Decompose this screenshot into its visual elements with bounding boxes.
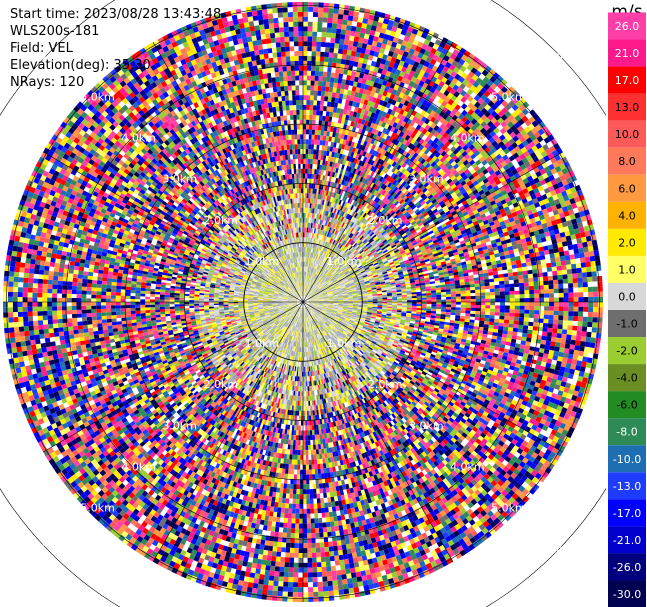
range-ring-label: 5.0km bbox=[80, 501, 115, 514]
range-ring-label: 6.0km bbox=[39, 543, 74, 556]
range-ring-label: 3.0km bbox=[162, 419, 197, 432]
colorbar-cell bbox=[608, 283, 646, 310]
colorbar-cell bbox=[608, 148, 646, 175]
range-ring-label: 6.0km bbox=[532, 49, 567, 62]
nrays-label: NRays: 120 bbox=[10, 74, 221, 91]
colorbar-tick-label: 26.0 bbox=[615, 20, 640, 33]
colorbar-tick-label: -4.0 bbox=[616, 372, 637, 385]
range-ring-label: 2.0km bbox=[204, 378, 239, 391]
colorbar-cell bbox=[608, 445, 646, 472]
colorbar-cell bbox=[608, 40, 646, 67]
colorbar-cell bbox=[608, 472, 646, 499]
range-ring-label: 3.0km bbox=[162, 173, 197, 186]
colorbar-tick-label: -10.0 bbox=[613, 453, 641, 466]
range-ring-label: 2.0km bbox=[368, 378, 403, 391]
colorbar-tick-label: -30.0 bbox=[613, 588, 641, 601]
range-ring-label: 6.0km bbox=[532, 543, 567, 556]
colorbar-cell bbox=[608, 67, 646, 94]
colorbar-tick-label: 10.0 bbox=[615, 128, 640, 141]
range-ring-label: 1.0km bbox=[245, 337, 280, 350]
start-time-label: Start time: 2023/08/28 13:43:48 bbox=[10, 6, 221, 23]
colorbar-tick-label: -1.0 bbox=[616, 318, 637, 331]
colorbar-tick-label: 8.0 bbox=[618, 155, 636, 168]
range-ring-label: 4.0km bbox=[450, 460, 485, 473]
colorbar-cell bbox=[608, 121, 646, 148]
colorbar-cell bbox=[608, 202, 646, 229]
range-ring-label: 5.0km bbox=[491, 91, 526, 104]
colorbar-cell bbox=[608, 229, 646, 256]
colorbar-tick-label: 1.0 bbox=[618, 263, 636, 276]
ppi-radar-plot: 1.0km 2.0km 3.0km 4.0km 5.0km 6.0km 1.0km 2.0km… bbox=[0, 0, 606, 607]
range-ring-label: 1.0km bbox=[245, 255, 280, 268]
colorbar-tick-label: 0.0 bbox=[618, 290, 636, 303]
range-ring-label: 2.0km bbox=[368, 214, 403, 227]
colorbar-tick-label: -21.0 bbox=[613, 534, 641, 547]
colorbar-tick-label: 17.0 bbox=[615, 74, 640, 87]
colorbar-cell bbox=[608, 175, 646, 202]
colorbar-tick-label: -13.0 bbox=[613, 480, 641, 493]
colorbar-cell bbox=[608, 418, 646, 445]
colorbar-tick-label: 2.0 bbox=[618, 236, 636, 249]
range-ring-label: 2.0km bbox=[204, 214, 239, 227]
range-ring-label: 1.0km bbox=[327, 255, 362, 268]
colorbar-cell bbox=[608, 364, 646, 391]
colorbar-cell bbox=[608, 94, 646, 121]
colorbar-cell bbox=[608, 526, 646, 553]
colorbar-cell bbox=[608, 499, 646, 526]
range-ring-label: 1.0km bbox=[327, 337, 362, 350]
colorbar-cell bbox=[608, 553, 646, 580]
colorbar-tick-label: -17.0 bbox=[613, 507, 641, 520]
colorbar-cell bbox=[608, 256, 646, 283]
scan-info: Start time: 2023/08/28 13:43:48 WLS200s-… bbox=[10, 6, 221, 91]
elevation-label: Elevation(deg): 35.30 bbox=[10, 57, 221, 74]
instrument-label: WLS200s-181 bbox=[10, 23, 221, 40]
colorbar-tick-label: -2.0 bbox=[616, 345, 637, 358]
range-ring-label: 3.0km bbox=[409, 173, 444, 186]
colorbar-tick-label: 4.0 bbox=[618, 209, 636, 222]
colorbar-unit: m/s bbox=[611, 2, 642, 22]
colorbar-tick-label: 6.0 bbox=[618, 182, 636, 195]
colorbar-cells: 26.0 21.0 17.0 13.0 10.0 8.0 6.0 4.0 2.0 1.0 0.0 -1… bbox=[608, 12, 646, 607]
field-label: Field: VEL bbox=[10, 40, 221, 57]
colorbar-cell bbox=[608, 580, 646, 607]
colorbar-cell bbox=[608, 337, 646, 364]
colorbar-tick-label: 13.0 bbox=[615, 101, 640, 114]
colorbar-tick-label: 21.0 bbox=[615, 47, 640, 60]
range-ring-label: 4.0km bbox=[450, 132, 485, 145]
colorbar-cell bbox=[608, 391, 646, 418]
colorbar-tick-label: -6.0 bbox=[616, 399, 637, 412]
range-ring-label: 4.0km bbox=[121, 132, 156, 145]
colorbar-tick-label: -8.0 bbox=[616, 426, 637, 439]
colorbar-tick-label: -26.0 bbox=[613, 561, 641, 574]
colorbar-cell bbox=[608, 310, 646, 337]
range-ring-label: 4.0km bbox=[121, 460, 156, 473]
colorbar-cell bbox=[608, 12, 646, 39]
range-ring-label: 5.0km bbox=[80, 91, 115, 104]
range-ring-label: 3.0km bbox=[409, 419, 444, 432]
range-ring-label: 5.0km bbox=[491, 501, 526, 514]
